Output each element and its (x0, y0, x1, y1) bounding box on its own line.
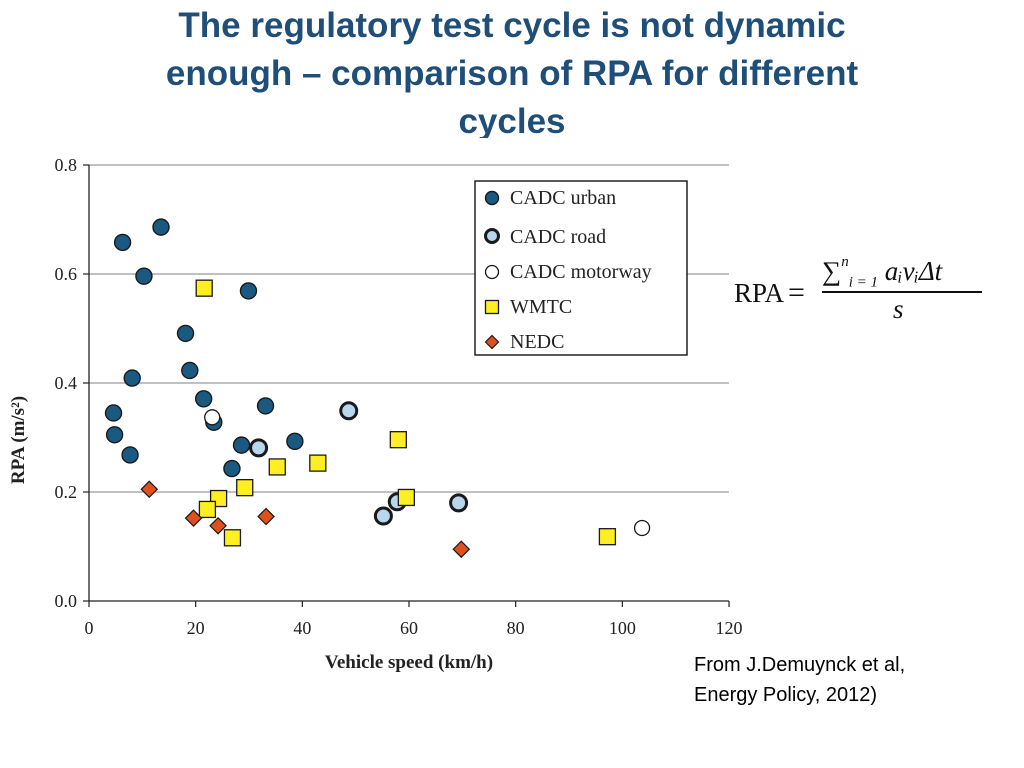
nedc-point (257, 507, 275, 526)
rpa-scatter-chart: 0.0 0.2 0.4 0.6 0.8 0 20 40 60 80 100 120 Vehicle s… (8, 155, 743, 673)
cadc-urban-point (232, 436, 251, 454)
formula-equals: = (788, 276, 805, 309)
cadc-urban-point (113, 233, 132, 252)
wmtc-point (198, 500, 217, 519)
cadc-urban-point (104, 404, 123, 422)
x-tick-label: 20 (187, 618, 205, 638)
title-line-2: enough – comparison of RPA for different (165, 54, 859, 93)
sum-symbol: ∑ (822, 256, 842, 286)
wmtc-point (397, 488, 415, 507)
y-tick-label: 0.8 (55, 155, 78, 175)
cadc-urban-point (286, 432, 304, 451)
legend-marker-cadc-urban (484, 190, 500, 206)
x-tick-label: 60 (400, 618, 418, 638)
cadc-urban-point (223, 459, 241, 478)
nedc-point (209, 516, 227, 535)
x-tick-label: 40 (293, 618, 311, 638)
y-tick-label: 0.2 (55, 482, 78, 502)
formula-numerator: ∑n i = 1 aᵢvᵢΔt (822, 254, 943, 291)
legend-label-wmtc: WMTC (510, 296, 572, 318)
axes (83, 164, 730, 607)
legend-markers (484, 190, 500, 350)
summand: aᵢvᵢΔt (884, 256, 943, 286)
data-points (104, 218, 651, 559)
cadc-urban-point (256, 397, 275, 415)
nedc-point (452, 540, 471, 559)
wmtc-point (389, 431, 407, 449)
legend-marker-nedc (484, 334, 500, 350)
legend-box (474, 180, 688, 356)
fraction-bar (822, 291, 982, 293)
cadc-urban-point (123, 369, 141, 387)
y-tick-label: 0.6 (55, 264, 78, 284)
cadc-urban-point (152, 218, 170, 236)
citation: From J.Demuynck et al, Energy Policy, 20… (694, 650, 1014, 710)
wmtc-point (223, 529, 242, 547)
title-line-1: The regulatory test cycle is not dynamic (178, 6, 846, 45)
y-axis-label-text: RPA (m/s²) (8, 396, 29, 484)
cadc-road-point (373, 506, 393, 526)
cadc-urban-point (121, 446, 139, 464)
cadc-urban-point (135, 267, 153, 285)
wmtc-point (236, 478, 254, 497)
legend: CADC urban CADC road CADC motorway WMTC … (474, 180, 688, 356)
wmtc-point (598, 528, 617, 546)
formula-denominator: s (893, 294, 904, 324)
citation-line-2: Energy Policy, 2012) (694, 684, 878, 706)
legend-label-cadc-urban: CADC urban (510, 187, 616, 209)
cadc-urban-point (181, 361, 199, 380)
legend-marker-cadc-motorway (484, 264, 500, 280)
wmtc-point (268, 458, 286, 476)
slide-title: The regulatory test cycle is not dynamic… (62, 0, 962, 138)
cadc-urban-point (194, 390, 213, 408)
x-tick-label: 120 (716, 618, 743, 638)
y-tick-label: 0.0 (55, 591, 78, 611)
formula-lhs: RPA (734, 278, 785, 308)
legend-label-cadc-motorway: CADC motorway (510, 261, 652, 283)
y-tick-label: 0.4 (55, 373, 78, 393)
cadc-urban-point (105, 426, 124, 444)
citation-line-1: From J.Demuynck et al, (694, 654, 906, 676)
y-axis-label: RPA (m/s²) (8, 396, 29, 484)
legend-label-cadc-road: CADC road (510, 226, 606, 248)
x-tick-label: 100 (609, 618, 636, 638)
wmtc-point (195, 279, 213, 297)
sum-upper-limit: n (841, 254, 849, 270)
title-line-3: cycles (458, 102, 566, 138)
cadc-urban-point (239, 282, 258, 300)
x-tick-label: 80 (507, 618, 525, 638)
sum-lower-limit: i = 1 (848, 274, 879, 291)
x-tick-label: 0 (85, 618, 94, 638)
nedc-point (140, 480, 159, 499)
legend-label-nedc: NEDC (510, 331, 564, 353)
wmtc-point (309, 454, 327, 472)
cadc-motorway-point (204, 409, 221, 426)
cadc-road-point (449, 493, 469, 513)
nedc-point (184, 509, 203, 528)
legend-marker-cadc-road (484, 228, 500, 244)
cadc-urban-point (176, 324, 195, 343)
rpa-formula: RPA = ∑n i = 1 aᵢvᵢΔt s (730, 252, 1010, 330)
cadc-road-point (339, 401, 359, 421)
cadc-motorway-point (633, 519, 651, 537)
legend-marker-wmtc (484, 299, 500, 315)
x-axis-label: Vehicle speed (km/h) (325, 652, 493, 673)
cadc-road-point (249, 438, 269, 458)
tick-labels: 0.0 0.2 0.4 0.6 0.8 0 20 40 60 80 100 120 (55, 155, 743, 638)
